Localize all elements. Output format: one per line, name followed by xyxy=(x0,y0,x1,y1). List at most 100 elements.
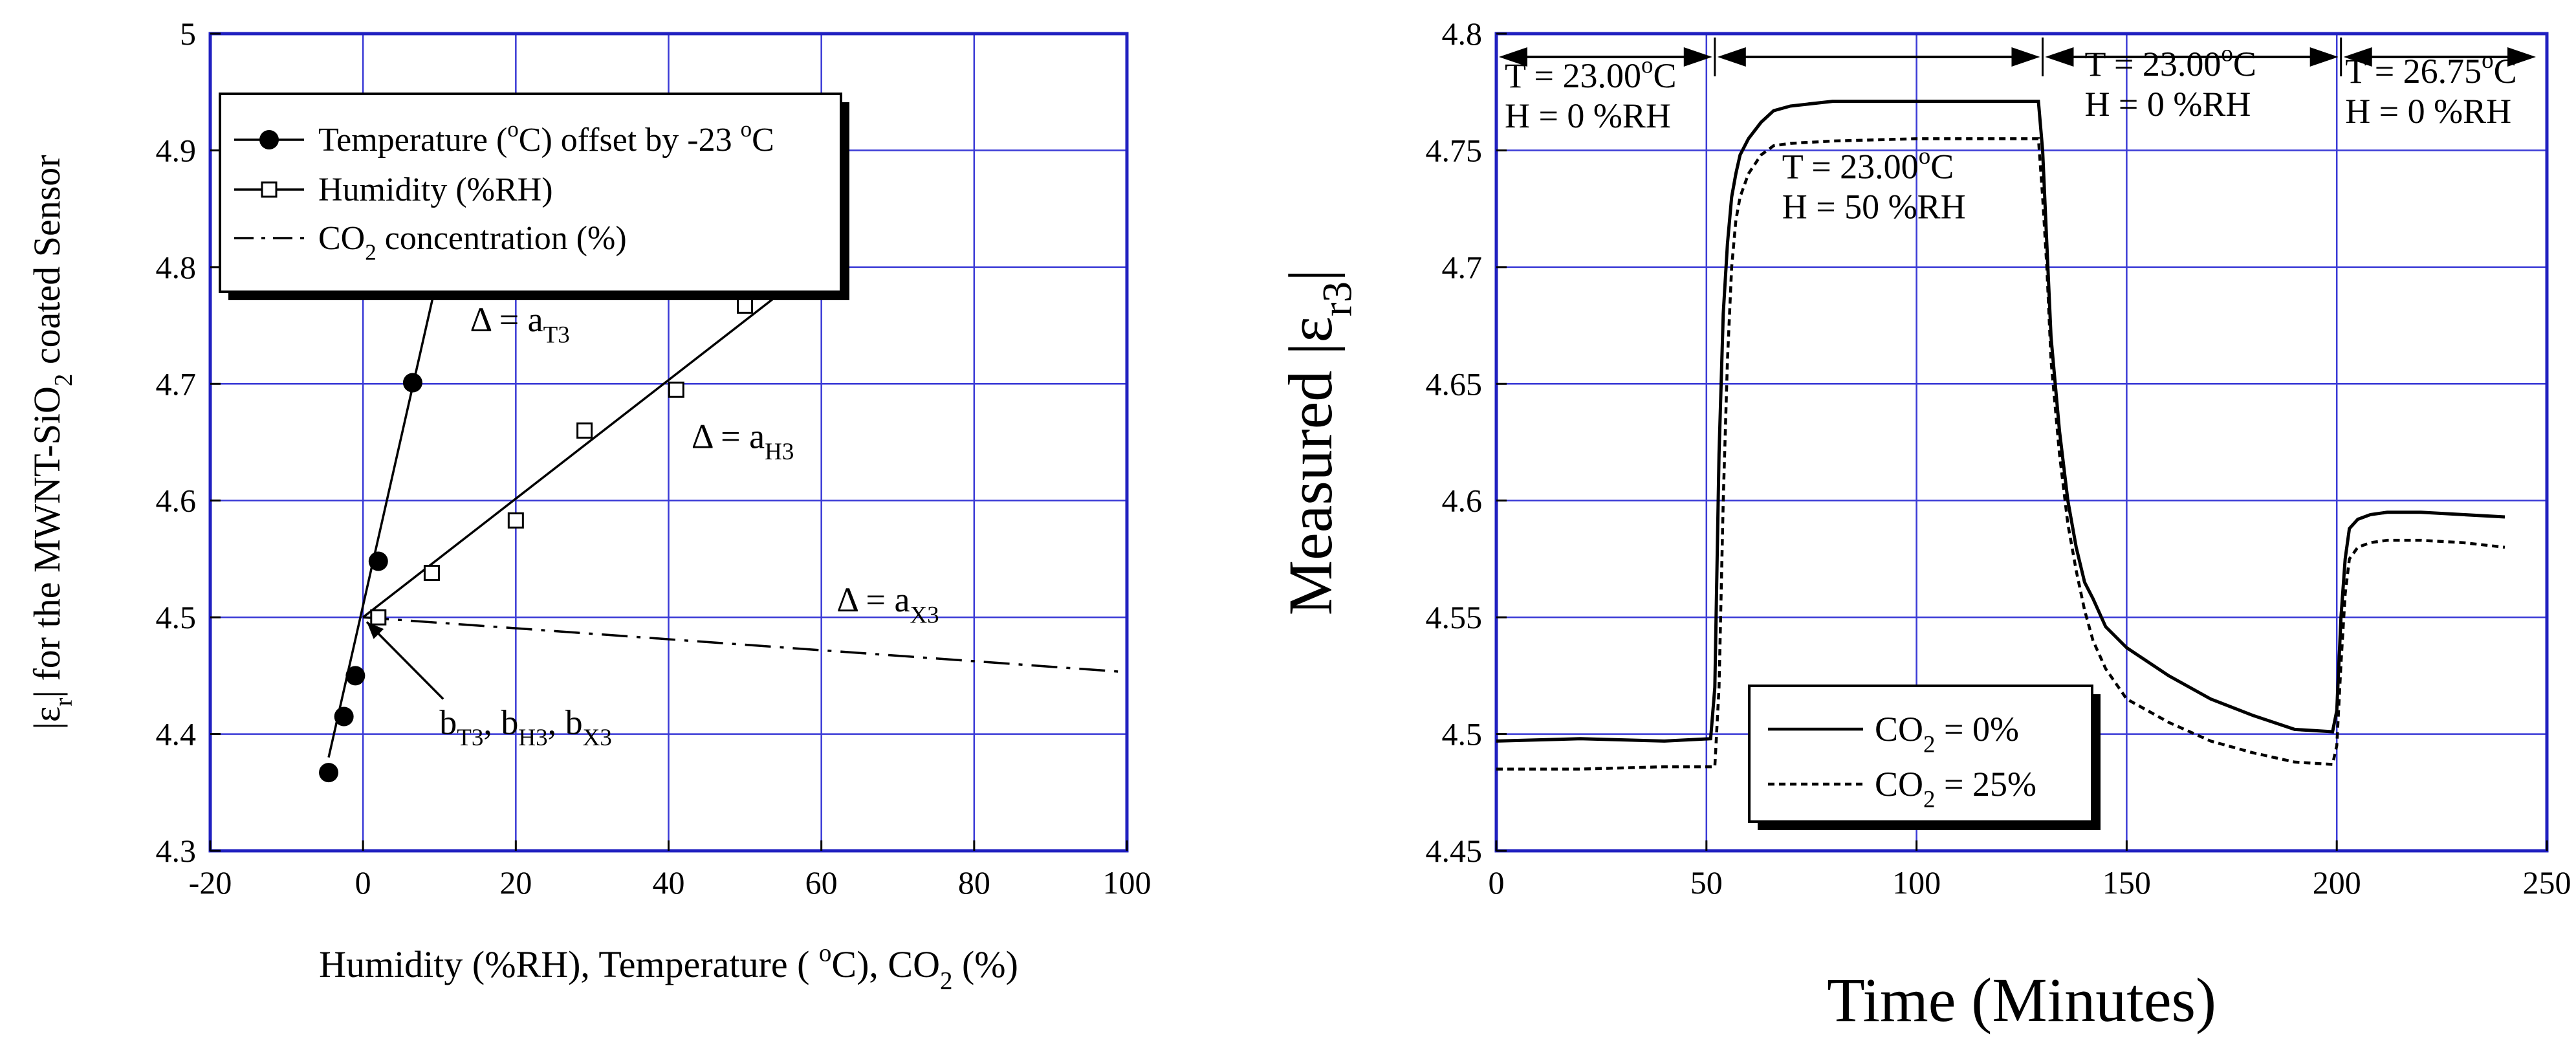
phase-arrowhead-left xyxy=(2343,47,2372,67)
phase-label-humidity-part: H = 0 %RH xyxy=(2084,85,2251,124)
humidity-point xyxy=(737,297,754,314)
legend-box xyxy=(219,93,842,293)
annotation-b: bT3, bH3, bX3 xyxy=(439,703,612,751)
phase-label-temperature: T = 23.00oC xyxy=(2084,40,2256,83)
right-legend: CO2 = 0% CO2 = 25% xyxy=(1748,685,2101,830)
temperature-point xyxy=(319,763,339,783)
right-y-axis-label-part: r3 xyxy=(1315,281,1361,316)
legend-box xyxy=(1748,685,2093,823)
phase-label-humidity-part: H = 0 %RH xyxy=(2345,92,2511,131)
x-tick-label: 50 xyxy=(1690,864,1723,901)
annotation-aH3-part: Δ = a xyxy=(692,417,765,456)
left-x-axis-label-part: C), CO xyxy=(831,943,940,985)
y-tick-label: 4.5 xyxy=(1442,716,1483,752)
y-tick-label: 4.7 xyxy=(156,366,197,402)
phase-label-temperature-part: C xyxy=(1653,56,1676,95)
x-tick-label: 0 xyxy=(1489,864,1505,901)
x-tick-label: 150 xyxy=(2102,864,2151,901)
left-x-axis-label-part: (%) xyxy=(952,943,1018,985)
humidity-point xyxy=(370,609,387,626)
legend-label-0-part: o xyxy=(507,116,519,142)
y-tick-label: 4.3 xyxy=(156,833,197,869)
annotation-b-part: b xyxy=(439,703,457,742)
legend-label-1: CO2 = 25% xyxy=(1875,765,2036,813)
phase-label-temperature-part: o xyxy=(2221,40,2233,67)
left-y-axis-label-part: |ε xyxy=(26,707,68,730)
series-line-co2-25 xyxy=(1496,137,2505,771)
right-chart: 0 50 100 150 200 250 4.45 4.5 4.55 4.6 4.65 4.7 4.75… xyxy=(1276,16,2571,1035)
annotation-aT3-part: T3 xyxy=(543,322,570,348)
phase-label-humidity: H = 0 %RH xyxy=(2345,92,2511,131)
phase-label-humidity-part: H = 0 %RH xyxy=(1505,96,1671,135)
y-tick-label: 4.6 xyxy=(1442,483,1483,519)
annotation-aH3-part: H3 xyxy=(765,439,794,465)
left-y-axis-label-part: 2 xyxy=(50,374,78,387)
phase-label-humidity: H = 0 %RH xyxy=(2084,85,2251,124)
y-tick-label: 4.8 xyxy=(156,249,197,285)
phase-label-temperature: T = 26.75oC xyxy=(2345,47,2517,91)
phase-arrowhead-right xyxy=(2309,47,2339,67)
left-x-axis-label-part: 2 xyxy=(940,967,953,995)
left-x-axis-label: Humidity (%RH), Temperature ( oC), CO2 (… xyxy=(319,939,1018,995)
legend-label-2-part: 2 xyxy=(365,240,377,265)
legend-marker xyxy=(259,130,279,149)
y-tick-label: 4.4 xyxy=(156,716,197,752)
phase-label-temperature-part: o xyxy=(1919,143,1931,170)
phase-arrowhead-left xyxy=(1499,47,1527,67)
temperature-point xyxy=(368,551,388,571)
humidity-point xyxy=(423,565,440,582)
legend-label-1: Humidity (%RH) xyxy=(318,171,553,208)
legend-label-0-part: CO xyxy=(1875,710,1923,749)
right-y-axis-label-part: | xyxy=(1276,269,1345,281)
right-x-axis-label: Time (Minutes) xyxy=(1827,965,2216,1035)
right-plot-area xyxy=(1496,100,2505,771)
left-y-axis-label-part: r xyxy=(50,698,78,707)
legend-label-0-part: C) offset by -23 xyxy=(519,122,741,159)
left-y-axis-label: |εr| for the MWNT-SiO2 coated Sensor xyxy=(26,155,78,729)
y-tick-label: 4.9 xyxy=(156,132,197,168)
left-x-axis-label-part: o xyxy=(819,939,832,967)
annotation-aT3-part: Δ = a xyxy=(470,300,543,339)
phase-arrowhead-left xyxy=(1717,47,1746,67)
annotation-arrow xyxy=(366,621,444,700)
legend-label-1-part: Humidity (%RH) xyxy=(318,171,553,208)
legend-label-2: CO2 concentration (%) xyxy=(318,220,627,265)
x-tick-label: 60 xyxy=(805,864,838,901)
legend-label-0-part: o xyxy=(741,116,752,142)
legend-marker xyxy=(261,181,278,198)
phase-arrowhead-left xyxy=(2045,47,2074,67)
legend-label-0-part: 2 xyxy=(1923,731,1936,758)
phase-label-temperature-part: T = 26.75 xyxy=(2345,52,2482,91)
annotation-aX3: Δ = aX3 xyxy=(836,580,939,628)
y-tick-label: 5 xyxy=(180,16,196,52)
x-tick-label: 100 xyxy=(1892,864,1941,901)
legend-label-2-part: concentration (%) xyxy=(377,220,627,257)
y-tick-label: 4.7 xyxy=(1442,249,1483,285)
legend-label-0: Temperature (oC) offset by -23 oC xyxy=(318,116,774,159)
annotation-arrowhead xyxy=(367,622,384,639)
phase-label-temperature-part: C xyxy=(2494,52,2517,91)
y-tick-label: 4.8 xyxy=(1442,16,1483,52)
x-tick-label: 80 xyxy=(958,864,990,901)
annotation-aX3-part: Δ = a xyxy=(836,580,910,619)
annotation-b-part: X3 xyxy=(583,725,612,751)
annotation-b-part: , b xyxy=(548,703,583,742)
legend-label-2-part: CO xyxy=(318,220,365,257)
x-tick-label: 20 xyxy=(499,864,532,901)
fit-line-2 xyxy=(363,616,1127,674)
y-tick-label: 4.65 xyxy=(1426,366,1483,402)
phase-label-temperature-part: T = 23.00 xyxy=(2084,45,2221,83)
left-y-axis-label-part: coated Sensor xyxy=(26,155,68,373)
phase-arrowhead-right xyxy=(2507,47,2537,67)
y-tick-label: 4.5 xyxy=(156,599,197,635)
x-tick-label: 250 xyxy=(2523,864,2571,901)
right-y-axis-label-part: Measured |ε xyxy=(1276,316,1345,615)
legend-label-0: CO2 = 0% xyxy=(1875,710,2019,758)
phase-label-temperature-part: o xyxy=(1641,52,1654,78)
annotation-b-part: , b xyxy=(483,703,518,742)
plot-frame xyxy=(1494,32,2549,853)
phase-label-temperature-part: C xyxy=(2233,45,2256,83)
phase-label-temperature: T = 23.00oC xyxy=(1505,52,1677,95)
x-tick-label: 100 xyxy=(1103,864,1152,901)
